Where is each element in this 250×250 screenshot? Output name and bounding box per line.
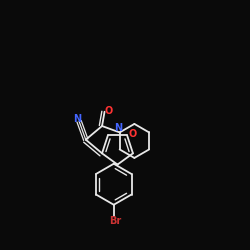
Text: O: O (105, 106, 113, 116)
Text: O: O (128, 129, 137, 139)
Text: N: N (114, 123, 122, 133)
Text: Br: Br (109, 216, 121, 226)
Text: N: N (73, 114, 81, 124)
